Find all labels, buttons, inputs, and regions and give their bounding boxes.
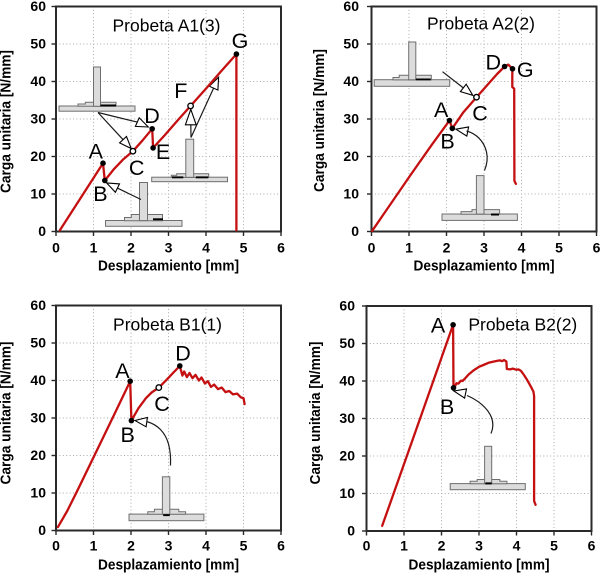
- svg-text:Carga unitaria [N/mm]: Carga unitaria [N/mm]: [0, 50, 15, 193]
- svg-text:3: 3: [480, 240, 488, 256]
- svg-text:3: 3: [475, 538, 483, 554]
- svg-text:4: 4: [202, 538, 210, 554]
- svg-text:6: 6: [277, 240, 285, 256]
- svg-text:30: 30: [343, 111, 359, 127]
- svg-text:0: 0: [38, 223, 46, 239]
- svg-text:A: A: [115, 359, 130, 383]
- svg-text:20: 20: [30, 447, 46, 463]
- svg-text:50: 50: [30, 36, 46, 52]
- svg-text:1: 1: [90, 538, 98, 554]
- svg-text:40: 40: [30, 73, 46, 89]
- svg-text:60: 60: [30, 0, 46, 14]
- svg-text:Desplazamiento [mm]: Desplazamiento [mm]: [98, 557, 239, 574]
- svg-text:50: 50: [343, 36, 359, 52]
- svg-text:Desplazamiento [mm]: Desplazamiento [mm]: [414, 257, 555, 274]
- svg-text:Desplazamiento [mm]: Desplazamiento [mm]: [409, 557, 550, 574]
- svg-text:0: 0: [38, 522, 46, 538]
- svg-text:G: G: [232, 29, 249, 53]
- svg-text:4: 4: [513, 538, 521, 554]
- svg-text:10: 10: [343, 186, 359, 202]
- svg-text:4: 4: [202, 240, 210, 256]
- svg-text:E: E: [156, 140, 170, 164]
- svg-text:10: 10: [30, 485, 46, 501]
- svg-text:Carga unitaria [N/mm]: Carga unitaria [N/mm]: [0, 342, 15, 485]
- svg-text:0: 0: [52, 240, 60, 256]
- svg-text:50: 50: [30, 335, 46, 351]
- svg-text:5: 5: [550, 538, 558, 554]
- svg-text:40: 40: [339, 373, 355, 389]
- svg-text:Carga unitaria [N/mm]: Carga unitaria [N/mm]: [311, 49, 328, 192]
- svg-text:B: B: [440, 130, 454, 154]
- svg-text:10: 10: [30, 186, 46, 202]
- svg-text:40: 40: [30, 372, 46, 388]
- svg-text:0: 0: [347, 523, 355, 539]
- svg-text:Probeta A1(3): Probeta A1(3): [113, 16, 221, 36]
- svg-text:60: 60: [30, 297, 46, 313]
- svg-text:5: 5: [240, 240, 248, 256]
- svg-text:60: 60: [339, 298, 355, 314]
- svg-text:A: A: [89, 140, 104, 164]
- svg-text:2: 2: [127, 538, 135, 554]
- svg-text:10: 10: [339, 485, 355, 501]
- svg-text:Probeta B1(1): Probeta B1(1): [113, 314, 222, 334]
- svg-text:A: A: [431, 314, 446, 338]
- svg-text:5: 5: [240, 538, 248, 554]
- svg-text:C: C: [472, 102, 488, 126]
- svg-text:0: 0: [363, 538, 371, 554]
- svg-text:0: 0: [52, 538, 60, 554]
- svg-text:Carga unitaria [N/mm]: Carga unitaria [N/mm]: [307, 342, 324, 485]
- svg-text:2: 2: [438, 538, 446, 554]
- svg-text:1: 1: [90, 240, 98, 256]
- svg-text:3: 3: [165, 538, 173, 554]
- svg-text:D: D: [175, 342, 191, 366]
- svg-text:Probeta A2(2): Probeta A2(2): [427, 14, 535, 34]
- svg-text:1: 1: [405, 240, 413, 256]
- svg-text:30: 30: [30, 111, 46, 127]
- svg-text:40: 40: [343, 73, 359, 89]
- svg-text:6: 6: [277, 538, 285, 554]
- svg-text:Probeta B2(2): Probeta B2(2): [468, 315, 577, 335]
- svg-text:20: 20: [343, 148, 359, 164]
- svg-text:6: 6: [588, 538, 596, 554]
- svg-text:F: F: [174, 79, 187, 103]
- svg-text:3: 3: [165, 240, 173, 256]
- svg-text:G: G: [517, 58, 534, 82]
- svg-text:6: 6: [593, 240, 600, 256]
- svg-text:20: 20: [339, 448, 355, 464]
- svg-text:B: B: [121, 423, 135, 447]
- svg-text:0: 0: [368, 240, 376, 256]
- svg-text:B: B: [440, 395, 454, 419]
- svg-text:Desplazamiento [mm]: Desplazamiento [mm]: [98, 257, 239, 274]
- svg-text:20: 20: [30, 148, 46, 164]
- svg-text:2: 2: [127, 240, 135, 256]
- svg-text:5: 5: [555, 240, 563, 256]
- svg-text:C: C: [129, 156, 145, 180]
- svg-text:1: 1: [400, 538, 408, 554]
- svg-text:30: 30: [339, 410, 355, 426]
- svg-text:A: A: [434, 98, 449, 122]
- svg-text:2: 2: [443, 240, 451, 256]
- svg-text:30: 30: [30, 410, 46, 426]
- svg-text:D: D: [144, 104, 160, 128]
- svg-text:B: B: [93, 182, 107, 206]
- svg-text:C: C: [154, 392, 170, 416]
- svg-text:50: 50: [339, 335, 355, 351]
- svg-text:4: 4: [518, 240, 526, 256]
- svg-text:0: 0: [351, 223, 359, 239]
- svg-text:D: D: [486, 51, 502, 75]
- svg-text:60: 60: [343, 0, 359, 14]
